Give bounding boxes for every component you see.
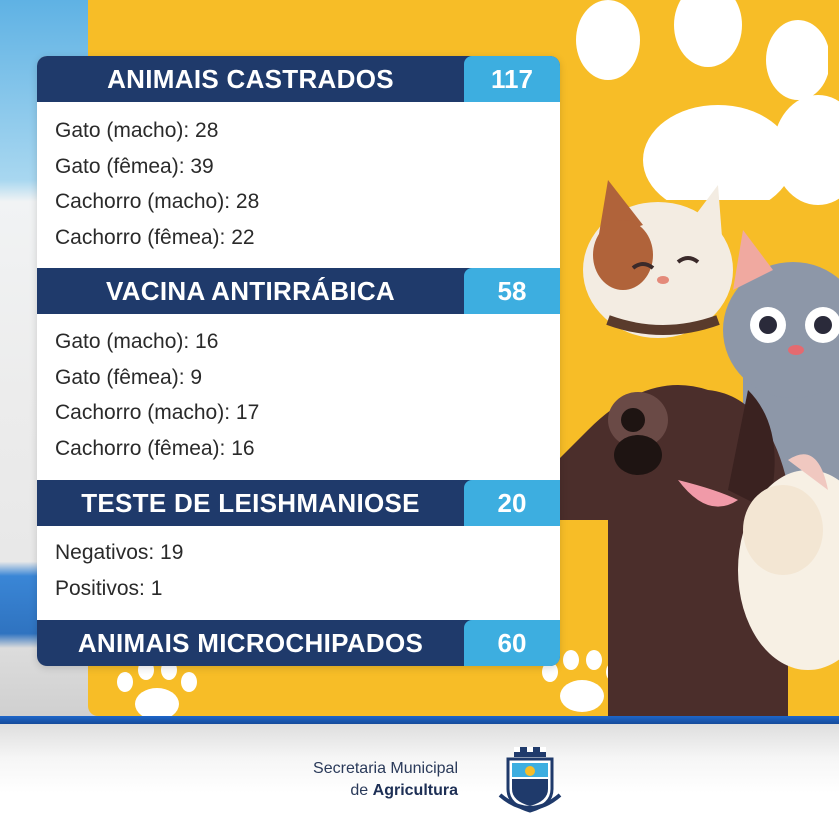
section-items-leishmaniose: Negativos: 19 Positivos: 1 [55,535,183,606]
section-count: 60 [464,620,560,666]
paw-print-icon [576,0,828,200]
footer-divider [0,716,839,724]
section-title: TESTE DE LEISHMANIOSE [81,487,420,518]
footer-line-1: Secretaria Municipal [313,760,458,777]
cat-illustration [583,180,733,338]
white-dog-illustration [738,454,839,670]
footer [0,724,839,839]
footer-line-2: de Agricultura [313,780,458,802]
list-item: Gato (macho): 28 [55,119,219,142]
section-title: VACINA ANTIRRÁBICA [106,275,395,306]
pets-illustration [540,180,839,716]
list-item: Cachorro (macho): 17 [55,401,260,424]
list-item: Gato (macho): 16 [55,330,219,353]
footer-line-2-prefix: de [350,782,373,799]
section-header-vacina: VACINA ANTIRRÁBICA 58 [37,268,560,314]
statistics-card: ANIMAIS CASTRADOS 117 Gato (macho): 28 G… [37,56,560,666]
section-header-castrados: ANIMAIS CASTRADOS 117 [37,56,560,102]
list-item: Positivos: 1 [55,576,163,600]
section-count: 58 [464,268,560,314]
list-item: Gato (fêmea): 39 [55,154,214,178]
section-count: 117 [464,56,560,102]
list-item: Negativos: 19 [55,541,184,564]
grey-cat-illustration [723,230,839,510]
section-count: 20 [464,480,560,526]
list-item: Cachorro (macho): 28 [55,190,260,213]
section-title: ANIMAIS CASTRADOS [107,63,394,94]
footer-department-text: Secretaria Municipal de Agricultura [313,758,458,802]
section-items-vacina: Gato (macho): 16 Gato (fêmea): 9 Cachorr… [55,324,259,466]
section-items-castrados: Gato (macho): 28 Gato (fêmea): 39 Cachor… [55,113,259,255]
paw-print-icon [117,660,197,720]
list-item: Cachorro (fêmea): 22 [55,225,255,249]
municipal-crest-icon [498,747,562,813]
dog-illustration [540,385,788,716]
section-header-microchipados: ANIMAIS MICROCHIPADOS 60 [37,620,560,666]
list-item: Cachorro (fêmea): 16 [55,436,255,460]
section-header-leishmaniose: TESTE DE LEISHMANIOSE 20 [37,480,560,526]
section-title: ANIMAIS MICROCHIPADOS [77,627,424,658]
paw-print-icon [773,95,839,205]
list-item: Gato (fêmea): 9 [55,365,203,389]
footer-line-2-bold: Agricultura [372,782,458,799]
